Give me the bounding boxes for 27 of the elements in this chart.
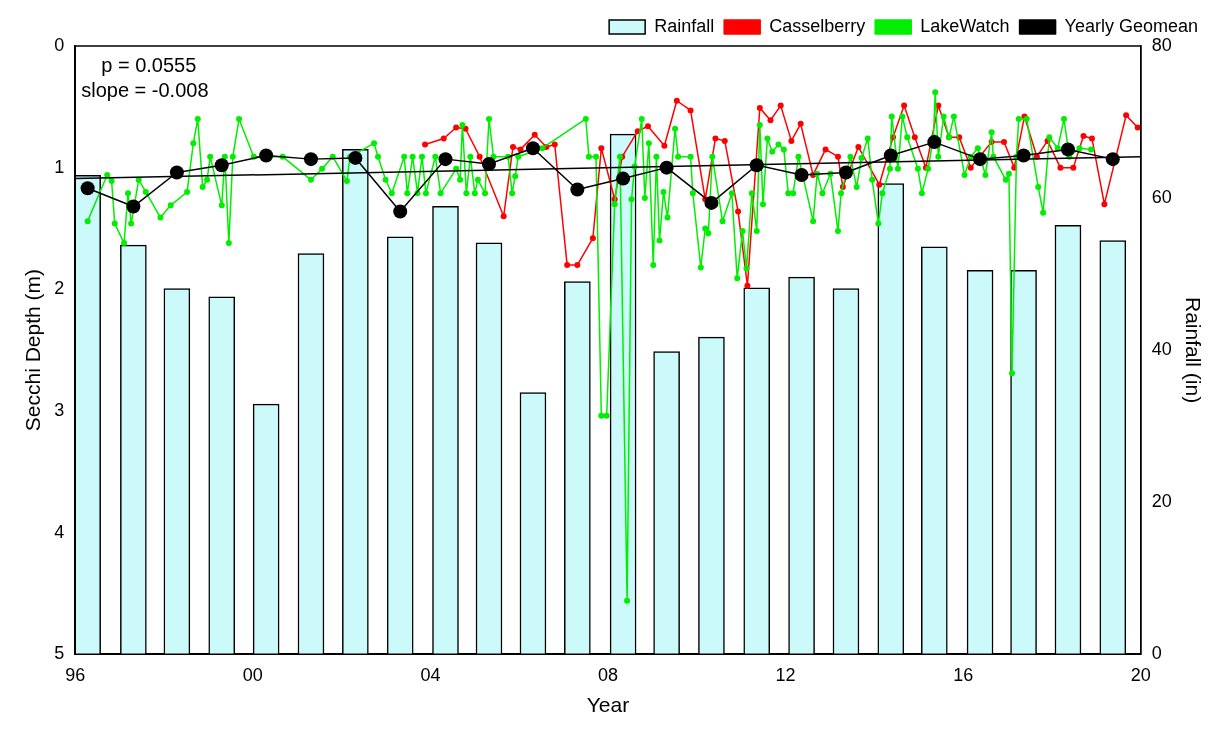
x-tick-label: 16	[953, 664, 974, 685]
y2-tick-label: 60	[1151, 187, 1172, 208]
legend-label: Rainfall	[654, 15, 715, 36]
x-tick-label: 04	[420, 664, 441, 685]
y-tick-label: 0	[54, 34, 65, 55]
y-tick-label: 3	[54, 399, 65, 420]
x-tick-label: 00	[242, 664, 263, 685]
y2-tick-label: 0	[1151, 643, 1162, 664]
y-axis-title: Secchi Depth (m)	[21, 268, 45, 432]
y-tick-label: 1	[54, 156, 65, 177]
x-tick-label: 20	[1130, 664, 1151, 685]
y-tick-label: 5	[54, 643, 65, 664]
x-tick-label: 08	[597, 664, 619, 685]
y2-tick-label: 80	[1151, 34, 1172, 55]
annotation: p = 0.0555	[101, 53, 197, 76]
annotation: slope = -0.008	[81, 78, 209, 101]
legend-label: Yearly Geomean	[1064, 15, 1198, 36]
y2-tick-label: 40	[1151, 339, 1172, 360]
x-axis-title: Year	[586, 693, 630, 717]
x-tick-label: 96	[65, 664, 86, 685]
x-tick-label: 12	[775, 664, 796, 685]
legend-label: Casselberry	[769, 15, 866, 36]
y2-tick-label: 20	[1151, 491, 1172, 512]
y-tick-label: 2	[54, 278, 65, 299]
y-tick-label: 4	[54, 521, 65, 542]
legend-label: LakeWatch	[920, 15, 1010, 36]
y2-axis-title: Rainfall (in)	[1181, 297, 1205, 404]
